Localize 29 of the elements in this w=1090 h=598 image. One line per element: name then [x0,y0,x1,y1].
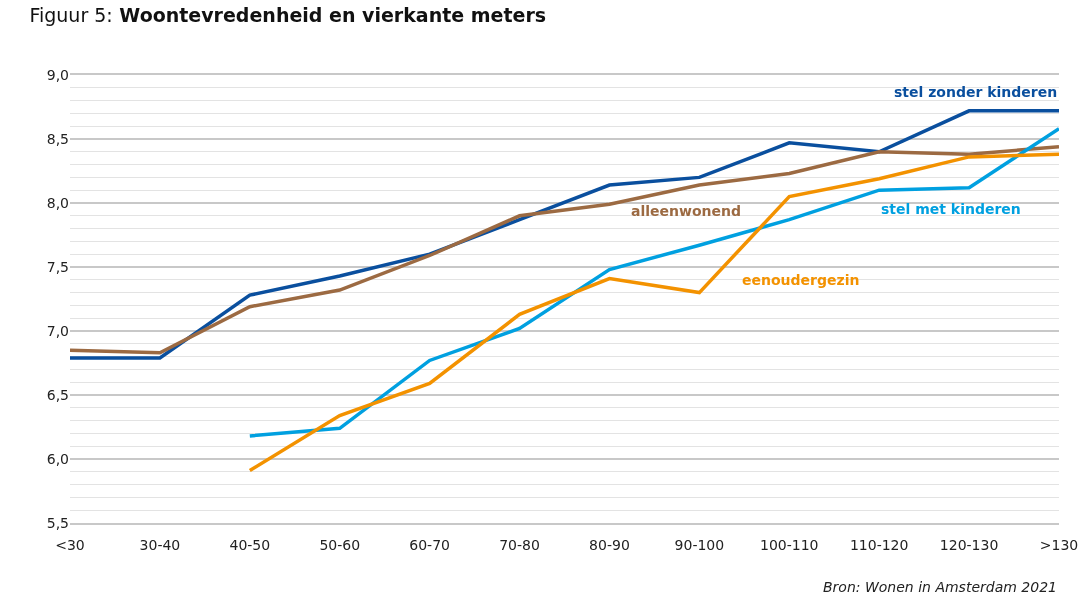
series-label: eenoudergezin [742,272,860,288]
series-label: alleenwonend [631,203,742,219]
x-tick-label: 30-40 [139,536,181,553]
x-tick-label: 40-50 [229,536,271,553]
x-tick-label: 110-120 [849,536,909,553]
series-label: stel zonder kinderen [894,84,1058,100]
y-tick-label: 8,5 [46,130,69,147]
series-label: stel met kinderen [881,201,1021,217]
x-tick-label: 80-90 [589,536,630,553]
x-tick-label: <30 [55,536,85,553]
x-tick-label: 50-60 [319,536,361,553]
y-tick-label: 7,5 [46,258,69,275]
y-tick-label: 7,0 [46,322,69,339]
y-tick-label: 6,0 [46,450,69,467]
x-tick-label: 70-80 [499,536,540,553]
y-tick-label: 8,0 [46,194,69,211]
line-series [248,127,1059,438]
x-tick-label: 120-130 [939,536,999,553]
chart-title: Figuur 5: Woontevredenheid en vierkante meters [29,4,547,27]
y-tick-label: 9,0 [46,66,69,83]
y-tick-label: 6,5 [46,386,69,403]
x-tick-label: 100-110 [760,536,819,553]
x-tick-label: 60-70 [409,536,450,553]
text: Bron: Wonen in Amsterdam 2021 [823,579,1057,595]
x-tick-label: 90-100 [674,536,725,553]
line-series [248,152,1059,473]
line-series [70,144,1059,355]
x-tick-label: >130 [1039,536,1079,553]
y-tick-label: 5,5 [46,514,69,531]
